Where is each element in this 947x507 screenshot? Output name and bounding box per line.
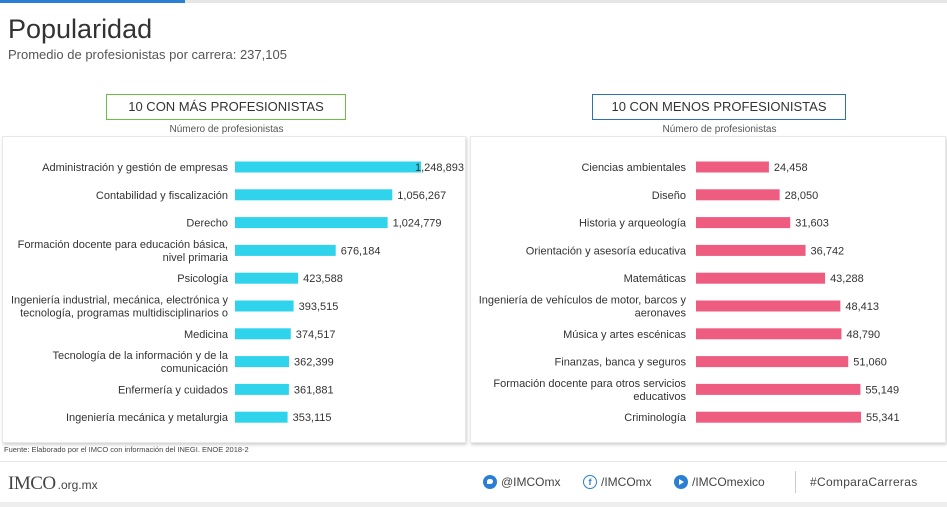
- twitter-handle: @IMCOmx: [501, 475, 561, 489]
- left-category-label: Ingeniería industrial, mecánica, electró…: [11, 295, 229, 320]
- right-value-label: 43,288: [830, 273, 864, 285]
- left-value-label: 374,517: [296, 329, 336, 341]
- right-category-label: Ingeniería de vehículos de motor, barcos…: [479, 295, 687, 320]
- left-bar: [235, 411, 288, 423]
- left-category-label: Psicología: [177, 273, 229, 285]
- left-category-label: Medicina: [184, 329, 229, 341]
- right-bar: [696, 244, 806, 256]
- right-value-label: 55,149: [865, 384, 899, 396]
- left-category-label: Formación docente para educación básica,…: [18, 239, 229, 264]
- twitter-link[interactable]: @IMCOmx: [483, 475, 561, 489]
- left-category-label: Derecho: [186, 218, 228, 230]
- left-value-label: 393,515: [299, 301, 339, 313]
- right-bar: [696, 328, 842, 340]
- left-value-label: 1,056,267: [397, 190, 446, 202]
- hashtag-text: #ComparaCarreras: [810, 475, 918, 489]
- facebook-icon: f: [583, 475, 597, 489]
- right-category-label: Criminología: [624, 412, 687, 424]
- right-value-label: 48,413: [845, 301, 879, 313]
- left-category-label: Administración y gestión de empresas: [42, 162, 228, 174]
- page-title: Popularidad: [8, 14, 153, 44]
- right-value-label: 36,742: [811, 245, 845, 257]
- right-chart-title: 10 CON MENOS PROFESIONISTAS: [592, 94, 846, 120]
- right-bar: [696, 300, 841, 312]
- twitter-icon: [483, 475, 497, 489]
- left-bar: [235, 244, 336, 256]
- right-bar: [696, 356, 849, 368]
- right-bar: [696, 411, 861, 423]
- right-chart-panel: Ciencias ambientales 24,458 Diseño 28,050 Hi…: [470, 136, 946, 443]
- right-category-label: Historia y arqueología: [579, 218, 687, 230]
- left-value-label: 676,184: [341, 245, 381, 257]
- left-bar: [235, 189, 393, 201]
- facebook-handle: /IMCOmx: [601, 475, 652, 489]
- right-category-label: Diseño: [652, 190, 686, 202]
- right-value-label: 51,060: [853, 357, 887, 369]
- left-category-label: Ingeniería mecánica y metalurgia: [66, 412, 229, 424]
- left-bar: [235, 383, 289, 395]
- left-value-label: 423,588: [303, 273, 343, 285]
- right-value-label: 24,458: [774, 162, 808, 174]
- footer: IMCO .org.mx @IMCOmx f /IMCOmx /IMCOmexic…: [0, 462, 947, 502]
- right-category-label: Ciencias ambientales: [581, 162, 686, 174]
- left-category-label: Tecnología de la información y de la comu…: [53, 350, 229, 375]
- right-bar: [696, 383, 861, 395]
- hashtag-link[interactable]: #ComparaCarreras: [810, 475, 918, 489]
- right-category-label: Matemáticas: [624, 273, 687, 285]
- right-bar-chart: Ciencias ambientales 24,458 Diseño 28,050 Hi…: [479, 161, 900, 424]
- right-category-label: Formación docente para otros servicios ed…: [493, 378, 686, 403]
- footer-separator: [795, 471, 796, 493]
- right-category-label: Orientación y asesoría educativa: [526, 245, 687, 257]
- youtube-icon: [674, 475, 688, 489]
- youtube-link[interactable]: /IMCOmexico: [674, 475, 765, 489]
- logo-domain: .org.mx: [57, 478, 98, 492]
- right-category-label: Música y artes escénicas: [563, 329, 686, 341]
- right-value-label: 48,790: [846, 329, 880, 341]
- top-progress-bar: [0, 0, 947, 3]
- right-value-label: 55,341: [866, 412, 900, 424]
- facebook-link[interactable]: f /IMCOmx: [583, 475, 652, 489]
- left-bar: [235, 356, 289, 368]
- left-chart-title: 10 CON MÁS PROFESIONISTAS: [106, 94, 346, 120]
- left-category-label: Contabilidad y fiscalización: [96, 190, 228, 202]
- left-chart-panel: Administración y gestión de empresas 1,24…: [2, 136, 466, 443]
- imco-logo[interactable]: IMCO .org.mx: [8, 473, 98, 495]
- left-bar: [235, 300, 294, 312]
- left-bar: [235, 161, 421, 173]
- left-value-label: 1,248,893: [415, 162, 464, 174]
- right-bar: [696, 272, 826, 284]
- right-category-label: Finanzas, banca y seguros: [555, 357, 687, 369]
- logo-text: IMCO: [8, 473, 56, 494]
- left-value-label: 362,399: [294, 357, 334, 369]
- left-value-label: 361,881: [294, 384, 334, 396]
- right-bar: [696, 217, 791, 229]
- left-bar: [235, 328, 291, 340]
- youtube-handle: /IMCOmexico: [692, 475, 765, 489]
- left-axis-label: Número de profesionistas: [169, 124, 284, 135]
- left-bar: [235, 217, 388, 229]
- left-bar-chart: Administración y gestión de empresas 1,24…: [11, 161, 464, 424]
- left-bar: [235, 272, 299, 284]
- left-value-label: 1,024,779: [393, 218, 442, 230]
- left-value-label: 353,115: [293, 412, 332, 424]
- left-category-label: Enfermería y cuidados: [118, 384, 229, 396]
- right-value-label: 28,050: [785, 190, 819, 202]
- right-bar: [696, 189, 780, 201]
- bottom-bar: [0, 502, 947, 507]
- right-bar: [696, 161, 769, 173]
- footer-divider: [0, 461, 947, 462]
- right-axis-label: Número de profesionistas: [662, 124, 777, 135]
- top-progress-accent: [0, 0, 185, 3]
- source-note: Fuente: Elaborado por el IMCO con inform…: [4, 445, 249, 454]
- page-subtitle: Promedio de profesionistas por carrera: …: [8, 47, 287, 62]
- right-value-label: 31,603: [795, 218, 829, 230]
